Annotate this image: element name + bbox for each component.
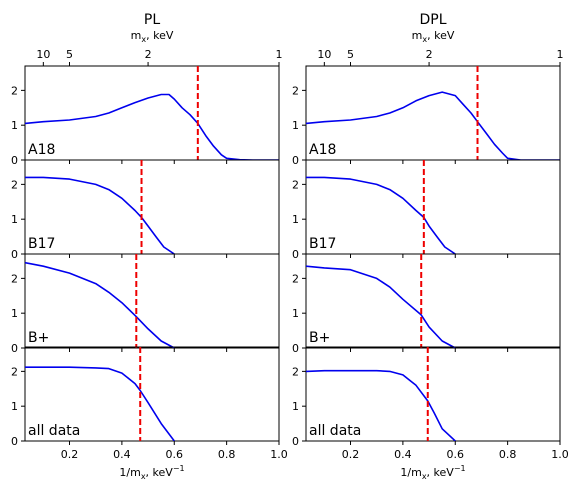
y-tick-label: 1 (11, 119, 18, 132)
y-tick-label: 2 (292, 272, 299, 285)
series-line (306, 91, 560, 160)
x-tick-label: 0.2 (342, 448, 360, 461)
y-tick-label: 2 (11, 272, 18, 285)
y-tick-label: 2 (292, 365, 299, 378)
y-tick-label: 2 (11, 178, 18, 191)
panel-frame (305, 65, 561, 161)
panel-frame (24, 346, 280, 442)
panel-label: B+ (28, 330, 49, 346)
top-tick-label: 1 (557, 48, 564, 61)
series-line (306, 176, 456, 254)
x-tick-label: 1.0 (551, 448, 569, 461)
series-line (306, 265, 456, 348)
y-tick-label: 1 (292, 307, 299, 320)
y-tick-label: 1 (292, 119, 299, 132)
panel-frame (305, 346, 561, 442)
series-line (25, 261, 175, 348)
y-tick-label: 0 (11, 154, 18, 167)
top-tick-label: 5 (347, 48, 354, 61)
panel-label: B17 (28, 236, 55, 252)
panel-frame (24, 159, 280, 255)
panel-label: B17 (309, 236, 336, 252)
top-tick-label: 2 (426, 48, 433, 61)
top-axis-label: mx, keV (131, 29, 174, 44)
x-tick-label: 0.4 (113, 448, 131, 461)
x-tick-label: 1.0 (270, 448, 288, 461)
x-tick-label: 0.2 (61, 448, 79, 461)
panel-label: A18 (28, 142, 55, 158)
panel-frame (305, 253, 561, 349)
y-tick-label: 0 (292, 342, 299, 355)
y-tick-label: 2 (11, 365, 18, 378)
series-line (25, 93, 279, 160)
panel-label: B+ (309, 330, 330, 346)
y-tick-label: 1 (292, 213, 299, 226)
panel-frame (24, 65, 280, 161)
x-tick-label: 0.8 (218, 448, 236, 461)
y-tick-label: 0 (11, 248, 18, 261)
series-line (25, 176, 175, 254)
y-tick-label: 1 (11, 307, 18, 320)
x-tick-label: 0.4 (394, 448, 412, 461)
y-tick-label: 0 (292, 154, 299, 167)
y-tick-label: 0 (292, 435, 299, 448)
x-tick-label: 0.6 (447, 448, 465, 461)
top-tick-label: 2 (145, 48, 152, 61)
y-tick-label: 2 (292, 84, 299, 97)
top-tick-label: 10 (36, 48, 50, 61)
bottom-axis-label: 1/mx, keV−1 (400, 464, 465, 481)
x-tick-label: 0.6 (166, 448, 184, 461)
top-tick-label: 5 (66, 48, 73, 61)
x-tick-label: 0.8 (499, 448, 517, 461)
top-axis-label: mx, keV (412, 29, 455, 44)
panel-frame (24, 253, 280, 349)
top-tick-label: 10 (317, 48, 331, 61)
panel-label: all data (309, 423, 361, 439)
panel-label: all data (28, 423, 80, 439)
y-tick-label: 0 (11, 342, 18, 355)
y-tick-label: 0 (292, 248, 299, 261)
bottom-axis-label: 1/mx, keV−1 (119, 464, 184, 481)
column-title: PL (144, 12, 160, 28)
y-tick-label: 2 (11, 84, 18, 97)
series-line (306, 369, 456, 441)
y-tick-label: 1 (11, 400, 18, 413)
y-tick-label: 1 (292, 400, 299, 413)
y-tick-label: 0 (11, 435, 18, 448)
top-tick-label: 1 (276, 48, 283, 61)
panel-frame (305, 159, 561, 255)
y-tick-label: 2 (292, 178, 299, 191)
y-tick-label: 1 (11, 213, 18, 226)
panel-label: A18 (309, 142, 336, 158)
series-line (25, 366, 175, 441)
column-title: DPL (419, 12, 446, 28)
